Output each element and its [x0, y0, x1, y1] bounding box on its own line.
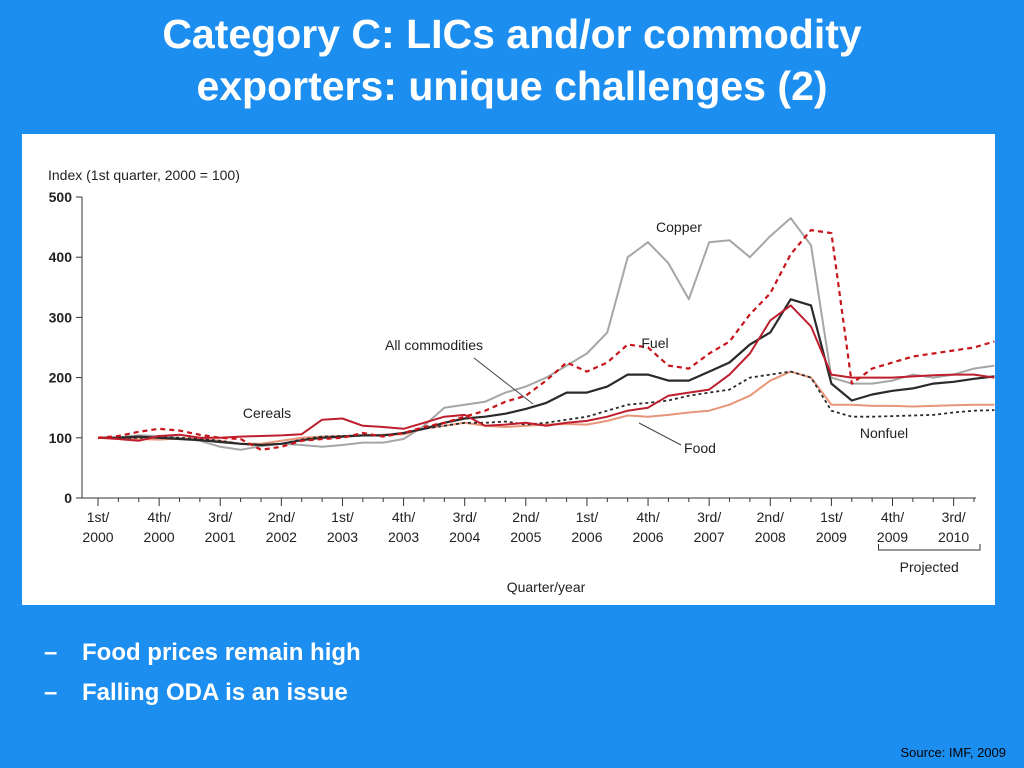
x-tick-label: 2007	[694, 529, 725, 545]
bullet-text: Falling ODA is an issue	[82, 679, 348, 706]
y-tick-label: 0	[64, 490, 72, 506]
y-tick-label: 100	[49, 430, 73, 446]
x-tick-label: 2003	[327, 529, 358, 545]
x-tick-label: 2004	[449, 529, 480, 545]
commodity-price-chart: Index (1st quarter, 2000 = 100) 0 100 200 30…	[48, 167, 995, 595]
chart-panel: Index (1st quarter, 2000 = 100) 0 100 200 30…	[22, 134, 995, 605]
x-tick-label: 2009	[877, 529, 908, 545]
x-tick-label: 4th/	[881, 509, 904, 525]
y-tick-label: 300	[49, 309, 73, 325]
x-tick-label: 2006	[632, 529, 663, 545]
x-tick-label: 2001	[205, 529, 236, 545]
title-line-2: exporters: unique challenges (2)	[196, 63, 828, 109]
x-tick-label: 4th/	[636, 509, 659, 525]
bullet-list: – Food prices remain high – Falling ODA …	[44, 636, 361, 716]
x-tick-label: 3rd/	[208, 509, 232, 525]
x-tick-label: 2005	[510, 529, 541, 545]
x-tick-label: 2nd/	[757, 509, 784, 525]
title-line-1: Category C: LICs and/or commodity	[162, 11, 862, 57]
x-tick-label: 1st/	[87, 509, 110, 525]
annotation-leader	[638, 422, 682, 446]
series-line-cereals	[97, 304, 995, 442]
x-tick-label: 2000	[82, 529, 113, 545]
x-tick-label: 2nd/	[512, 509, 539, 525]
series-label-cereals: Cereals	[243, 405, 291, 421]
x-tick-label: 2003	[388, 529, 419, 545]
series-label-copper: Copper	[656, 219, 702, 235]
x-tick-label: 4th/	[392, 509, 415, 525]
x-tick-label: 3rd/	[697, 509, 721, 525]
x-tick-label: 3rd/	[942, 509, 966, 525]
bullet-text: Food prices remain high	[82, 639, 361, 666]
y-tick-label: 500	[49, 189, 73, 205]
x-tick-label: 2008	[755, 529, 786, 545]
x-tick-label: 1st/	[820, 509, 843, 525]
x-tick-label: 2002	[266, 529, 297, 545]
bullet-item: – Food prices remain high	[44, 636, 361, 676]
x-axis-label: Quarter/year	[507, 579, 586, 595]
bullet-item: – Falling ODA is an issue	[44, 676, 361, 716]
y-axis-label: Index (1st quarter, 2000 = 100)	[48, 167, 240, 183]
projected-label: Projected	[900, 559, 959, 575]
x-tick-label: 2010	[938, 529, 969, 545]
x-tick-label: 4th/	[147, 509, 170, 525]
x-tick-label: 2006	[571, 529, 602, 545]
source-note: Source: IMF, 2009	[900, 745, 1007, 760]
series-line-copper	[97, 217, 995, 451]
y-tick-label: 400	[49, 249, 73, 265]
x-tick-label: 2nd/	[268, 509, 295, 525]
series-line-nonfuel	[98, 370, 995, 446]
bullet-dash: –	[44, 639, 58, 666]
x-tick-label: 1st/	[576, 509, 599, 525]
series-line-all-commodities	[98, 298, 995, 447]
series-label-all-commodities: All commodities	[385, 337, 483, 353]
x-tick-label: 2009	[816, 529, 847, 545]
x-tick-label: 3rd/	[453, 509, 477, 525]
annotation-leader	[473, 357, 534, 405]
slide-title: Category C: LICs and/or commodity export…	[0, 8, 1024, 112]
series-label-nonfuel: Nonfuel	[860, 425, 908, 441]
x-tick-label: 1st/	[331, 509, 354, 525]
series-line-fuel	[97, 228, 995, 451]
projected-bracket	[878, 544, 981, 551]
y-tick-label: 200	[49, 370, 73, 386]
x-tick-label: 2000	[144, 529, 175, 545]
bullet-dash: –	[44, 679, 58, 706]
series-label-food: Food	[684, 440, 716, 456]
series-label-fuel: Fuel	[641, 335, 668, 351]
